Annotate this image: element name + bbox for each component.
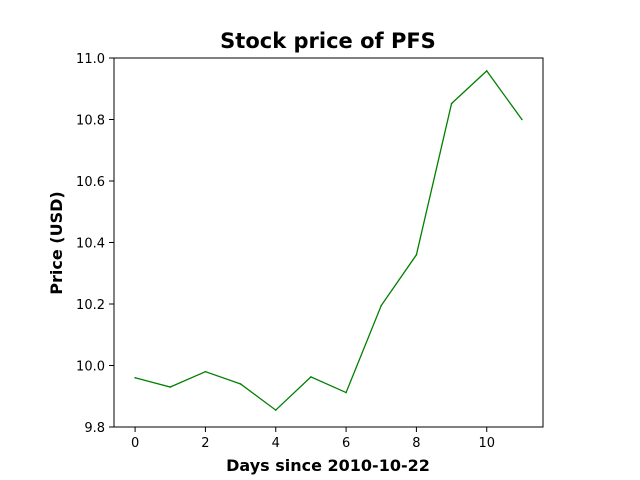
x-axis-label: Days since 2010-10-22	[226, 456, 430, 475]
y-tick-label: 10.0	[76, 360, 105, 375]
y-tick-label: 11.0	[76, 52, 105, 67]
y-tick-label: 10.4	[76, 237, 105, 252]
y-tick-label: 10.2	[76, 298, 105, 313]
y-axis-label: Price (USD)	[47, 191, 66, 294]
x-axis: 0 2 4 6 8 10	[131, 427, 495, 451]
y-tick-label: 10.6	[76, 175, 105, 190]
data-point	[134, 377, 136, 379]
x-tick-label: 0	[131, 436, 139, 451]
x-tick-label: 2	[201, 436, 209, 451]
data-point	[345, 391, 347, 394]
data-point	[485, 70, 488, 72]
data-point	[239, 383, 242, 385]
data-point	[380, 304, 383, 307]
data-point	[169, 386, 172, 388]
data-point	[310, 376, 312, 378]
y-tick-label: 10.8	[76, 114, 105, 129]
x-tick-label: 10	[478, 436, 495, 451]
data-point	[204, 370, 207, 373]
x-tick-label: 6	[342, 436, 350, 451]
y-axis: 9.8 10.0 10.2 10.4 10.6 10.8 11.0	[76, 52, 114, 436]
data-point	[521, 118, 523, 121]
x-tick-label: 4	[272, 436, 280, 451]
x-tick-label: 8	[412, 436, 420, 451]
plot-area	[113, 57, 544, 428]
data-point	[415, 254, 418, 256]
price-series-line	[134, 69, 523, 411]
chart-title: Stock price of PFS	[220, 29, 436, 53]
data-point	[274, 409, 277, 411]
series-points	[134, 70, 523, 411]
data-point	[450, 102, 453, 105]
y-tick-label: 9.8	[84, 421, 105, 436]
